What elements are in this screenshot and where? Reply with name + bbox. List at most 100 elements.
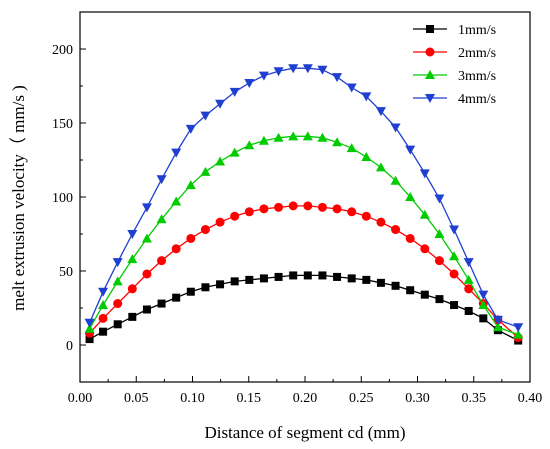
series-line — [89, 67, 519, 328]
data-point — [274, 272, 283, 281]
data-point — [245, 275, 254, 284]
data-point — [157, 256, 167, 266]
data-point — [464, 284, 474, 294]
data-point — [391, 281, 400, 290]
data-point — [317, 202, 327, 212]
data-point — [376, 217, 386, 227]
legend-item: 2mm/s — [413, 46, 496, 61]
data-point — [347, 274, 356, 283]
data-point — [258, 135, 269, 145]
data-point — [302, 64, 313, 74]
legend-marker — [426, 25, 434, 33]
data-point — [128, 312, 137, 321]
legend-marker — [425, 70, 435, 79]
data-point — [156, 175, 167, 185]
data-point — [127, 230, 138, 239]
data-point — [332, 73, 343, 83]
data-point — [141, 233, 152, 243]
data-point — [361, 152, 372, 162]
data-point — [492, 322, 503, 332]
data-point — [406, 286, 415, 295]
data-point — [346, 83, 357, 93]
data-point — [113, 320, 122, 329]
data-point — [98, 287, 109, 297]
data-point — [513, 323, 524, 333]
data-point — [171, 148, 182, 158]
data-point — [244, 140, 255, 150]
data-point — [186, 287, 195, 296]
data-point — [185, 124, 196, 134]
data-point — [215, 156, 226, 166]
data-point — [361, 211, 371, 221]
data-point — [200, 111, 211, 121]
data-point — [98, 300, 109, 310]
series-3 — [84, 131, 524, 339]
axes: 0.00 0.05 0.10 0.15 0.20 0.25 0.30 0.35 0.40 0 50 1… — [52, 11, 543, 406]
data-point — [390, 123, 401, 133]
data-point — [513, 329, 524, 339]
y-tick-label: 50 — [59, 265, 73, 280]
data-point — [449, 251, 460, 261]
data-point — [318, 271, 327, 280]
data-point — [215, 99, 226, 109]
data-point — [347, 207, 357, 217]
data-point — [463, 274, 474, 284]
legend-marker — [425, 94, 435, 103]
data-point — [112, 258, 123, 268]
data-point — [405, 145, 416, 155]
data-point — [405, 192, 416, 201]
data-point — [259, 204, 269, 214]
legend-item: 3mm/s — [413, 69, 496, 84]
data-point — [172, 293, 181, 302]
data-point — [434, 229, 445, 238]
data-point — [258, 71, 269, 81]
data-point — [302, 131, 313, 141]
data-point — [112, 276, 123, 286]
data-point — [390, 175, 401, 185]
data-point — [230, 211, 240, 221]
legend: 1mm/s 2mm/s 3mm/s 4mm/s — [413, 23, 496, 107]
x-tick-label: 0.25 — [349, 391, 374, 406]
data-point — [420, 244, 430, 254]
data-point — [113, 299, 123, 309]
data-point — [450, 301, 459, 310]
data-point — [288, 64, 299, 74]
x-tick-label: 0.30 — [405, 391, 430, 406]
x-tick-label: 0.10 — [180, 391, 205, 406]
data-point — [449, 225, 460, 235]
series-layer — [84, 64, 524, 345]
legend-label: 1mm/s — [458, 23, 496, 38]
y-tick-label: 0 — [66, 339, 73, 354]
data-point — [362, 275, 371, 284]
series-2 — [85, 201, 523, 343]
data-point — [216, 280, 225, 289]
data-point — [464, 306, 473, 315]
data-point — [201, 283, 210, 292]
x-tick-label: 0.40 — [518, 391, 543, 406]
data-point — [99, 327, 108, 336]
data-point — [273, 132, 284, 142]
data-point — [85, 335, 94, 344]
data-point — [303, 271, 312, 280]
data-point — [391, 225, 401, 235]
legend-label: 3mm/s — [458, 69, 496, 84]
data-point — [303, 201, 313, 211]
data-point — [479, 314, 488, 323]
data-point — [375, 107, 386, 117]
x-tick-label: 0.00 — [68, 391, 93, 406]
data-point — [288, 131, 299, 141]
data-point — [420, 290, 429, 299]
y-axis-title: melt extrusion velocity（ mm/s ) — [9, 85, 28, 311]
data-point — [463, 258, 474, 268]
data-point — [419, 169, 430, 179]
data-point — [332, 204, 342, 214]
data-point — [419, 209, 430, 219]
data-point — [185, 180, 196, 190]
legend-label: 2mm/s — [458, 46, 496, 61]
data-point — [142, 305, 151, 314]
data-point — [229, 147, 240, 157]
data-point — [333, 272, 342, 281]
y-tick-label: 150 — [52, 117, 73, 132]
legend-item: 4mm/s — [413, 92, 496, 107]
data-point — [434, 194, 445, 204]
